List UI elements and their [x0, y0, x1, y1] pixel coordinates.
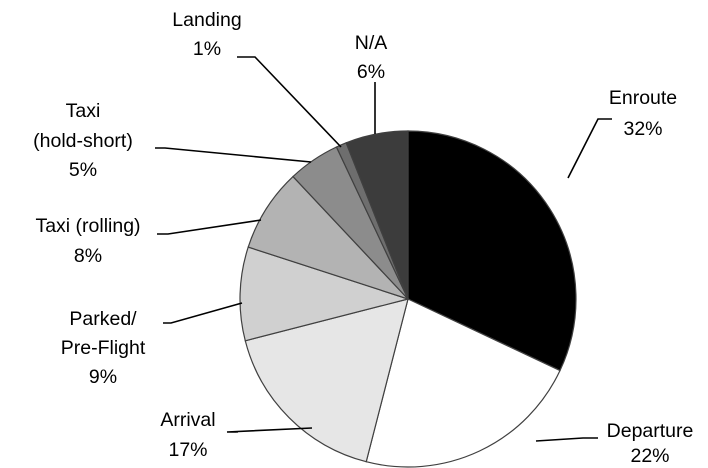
slice-name-departure: Departure [607, 420, 694, 442]
slice-percent-arrival: 17% [168, 439, 207, 461]
slice-name-taxi-hold-short-line2: (hold-short) [33, 130, 133, 152]
pie-slice-enroute [407, 130, 577, 372]
leader-line-landing [237, 56, 342, 148]
leader-line-departure [535, 437, 598, 442]
slice-percent-taxi-hold-short: 5% [69, 159, 97, 181]
slice-name-taxi-hold-short-line1: Taxi [66, 100, 101, 122]
slice-name-enroute: Enroute [609, 87, 677, 109]
leader-line-enroute [567, 118, 612, 179]
pie-slice-parked-pre-flight [239, 246, 411, 342]
slice-percent-parked-pre-flight: 9% [89, 366, 117, 388]
leader-line-taxi-hold-short [155, 147, 312, 163]
slice-name-parked-pre-flight-line2: Pre-Flight [61, 337, 146, 359]
slice-percent-taxi-rolling: 8% [74, 245, 102, 267]
leader-line-arrival [226, 427, 313, 433]
slice-name-n-a: N/A [355, 32, 388, 54]
pie-slice-n-a [345, 130, 409, 300]
leader-line-parked-pre-flight [163, 302, 243, 324]
slice-percent-departure: 22% [630, 445, 669, 467]
slice-name-taxi-rolling: Taxi (rolling) [35, 215, 140, 237]
leader-lines [155, 56, 612, 442]
slice-labels: Enroute 32% Departure 22% Arrival 17% Parked/P… [33, 9, 693, 467]
slice-percent-landing: 1% [193, 38, 221, 60]
slice-name-parked-pre-flight-line1: Parked/ [69, 308, 137, 330]
pie-slices [239, 130, 577, 468]
slice-percent-enroute: 32% [623, 118, 662, 140]
slice-name-arrival: Arrival [160, 409, 215, 431]
leader-line-taxi-rolling [157, 219, 262, 235]
pie-slice-arrival [244, 298, 409, 463]
slice-percent-n-a: 6% [357, 61, 385, 83]
pie-slice-departure [365, 298, 561, 468]
slice-name-landing: Landing [172, 9, 241, 31]
